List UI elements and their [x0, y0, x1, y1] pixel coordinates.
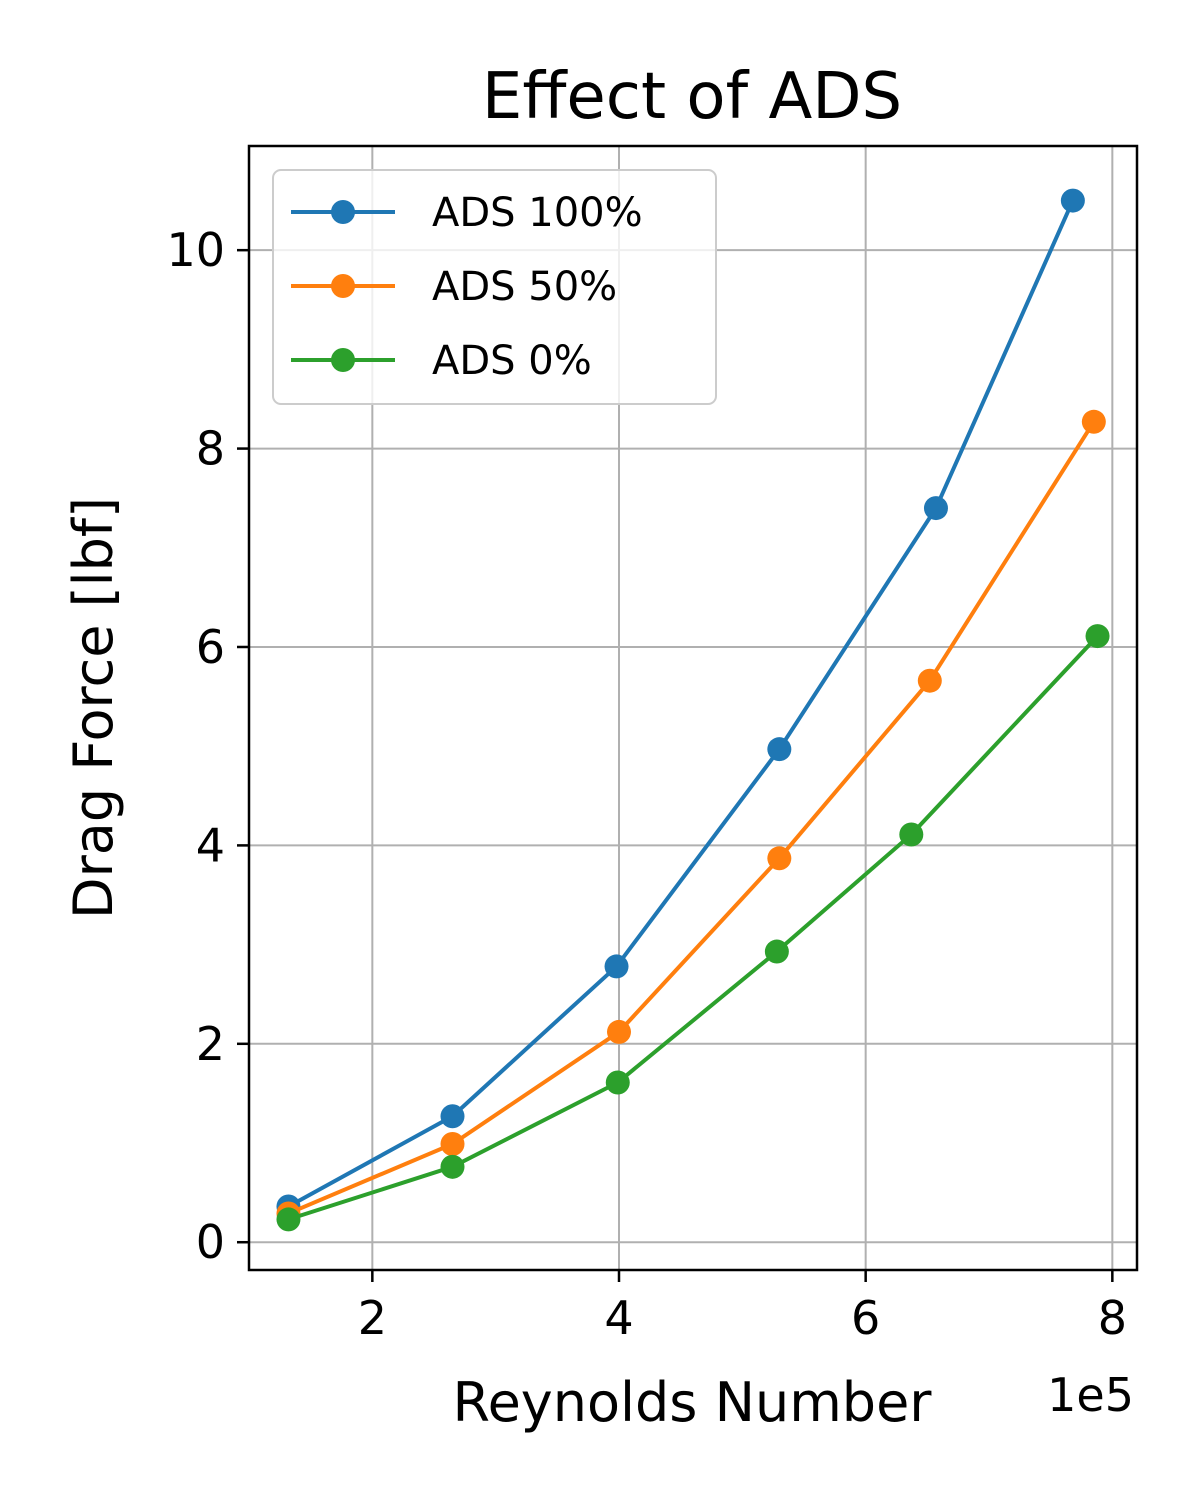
y-tick-label: 8: [196, 422, 225, 476]
data-point: [276, 1207, 301, 1232]
y-axis-label: Drag Force [lbf]: [62, 497, 125, 919]
chart-title: Effect of ADS: [482, 60, 902, 134]
legend: ADS 100% ADS 50% ADS 0%: [272, 169, 717, 405]
x-offset-label: 1e5: [1047, 1368, 1134, 1422]
data-point: [607, 1019, 631, 1044]
legend-marker: [331, 348, 355, 372]
data-point: [604, 954, 629, 979]
y-tick-label: 10: [166, 223, 225, 277]
series-line: [287, 199, 1075, 1209]
x-axis-label: Reynolds Number: [452, 1371, 932, 1434]
legend-label: ADS 100%: [432, 190, 643, 236]
x-tick-label: 2: [358, 1291, 387, 1345]
data-point: [1081, 409, 1106, 434]
data-point: [899, 822, 924, 847]
series-layer: [276, 188, 1110, 1232]
data-point: [440, 1104, 465, 1129]
y-tick-label: 2: [196, 1017, 225, 1071]
legend-entry: ADS 0%: [291, 338, 592, 384]
x-tick-label: 6: [851, 1291, 880, 1345]
series-line: [287, 420, 1096, 1216]
x-tick-label: 8: [1098, 1291, 1127, 1345]
data-point: [440, 1154, 465, 1179]
data-point: [767, 846, 792, 871]
legend-label: ADS 50%: [432, 264, 617, 310]
series-3: [276, 624, 1110, 1232]
data-point: [923, 496, 948, 521]
legend-box: [272, 169, 717, 405]
y-tick-label: 6: [196, 620, 225, 674]
x-tick-label: 4: [604, 1291, 633, 1345]
legend-entry: ADS 100%: [291, 190, 643, 236]
data-point: [764, 939, 789, 964]
series-2: [276, 409, 1106, 1226]
legend-marker: [331, 274, 355, 298]
data-point: [767, 737, 792, 762]
data-point: [1060, 188, 1085, 213]
plot-area-frame: [247, 144, 1139, 1272]
legend-entry: ADS 50%: [291, 264, 617, 310]
y-tick-label: 0: [196, 1215, 225, 1269]
data-point: [917, 668, 942, 693]
series-line: [287, 634, 1099, 1222]
legend-label: ADS 0%: [432, 338, 592, 384]
data-point: [605, 1070, 630, 1095]
data-point: [440, 1132, 465, 1157]
ticks: 2 4 6 8 0 2 4 6 8 10: [166, 223, 1127, 1345]
y-tick-label: 4: [196, 818, 225, 872]
data-point: [1085, 624, 1110, 649]
legend-marker: [331, 200, 355, 224]
